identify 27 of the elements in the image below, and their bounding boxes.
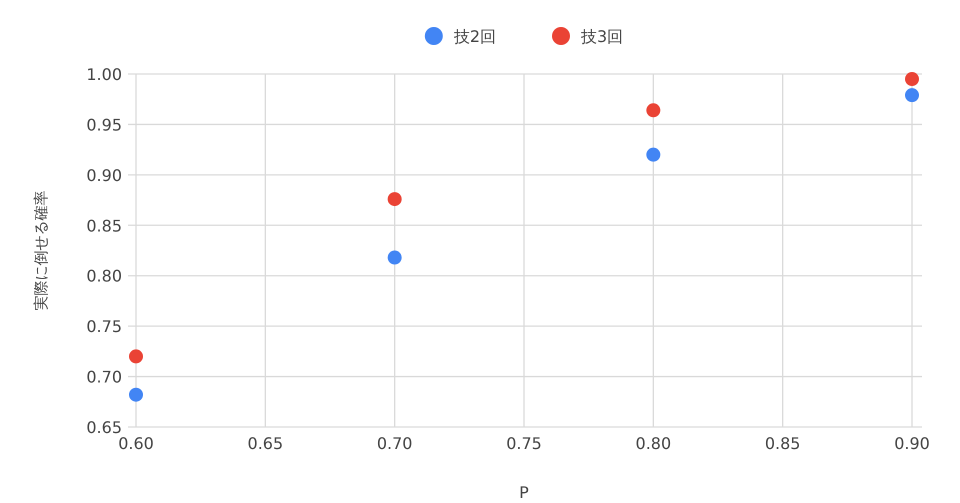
point <box>129 349 143 364</box>
y-tick-label: 0.75 <box>86 317 122 336</box>
y-tick-label: 1.00 <box>86 65 122 84</box>
y-axis-title: 実際に倒せる確率 <box>32 190 50 310</box>
point <box>646 148 660 162</box>
y-tick-label: 0.90 <box>86 166 122 185</box>
y-tick-label: 0.80 <box>86 266 122 286</box>
x-tick-label: 0.85 <box>764 434 800 453</box>
x-tick-label: 0.80 <box>636 434 672 453</box>
point <box>129 388 143 402</box>
y-tick-label: 0.70 <box>86 368 122 387</box>
y-tick-label: 0.95 <box>86 115 122 134</box>
x-tick-label: 0.90 <box>894 434 930 453</box>
x-tick-label: 0.60 <box>118 434 154 453</box>
x-tick-label: 0.75 <box>506 434 542 453</box>
legend-label: 技3回 <box>580 27 624 46</box>
point <box>388 250 402 265</box>
point <box>905 72 919 86</box>
y-tick-label: 0.65 <box>86 418 122 437</box>
x-tick-label: 0.70 <box>376 434 412 453</box>
x-tick-label: 0.65 <box>248 434 284 453</box>
y-tick-label: 0.85 <box>86 216 122 236</box>
point <box>905 88 919 102</box>
legend-label: 技2回 <box>452 27 496 46</box>
point <box>646 103 660 118</box>
point <box>388 192 402 206</box>
x-axis-title: P <box>519 483 530 502</box>
